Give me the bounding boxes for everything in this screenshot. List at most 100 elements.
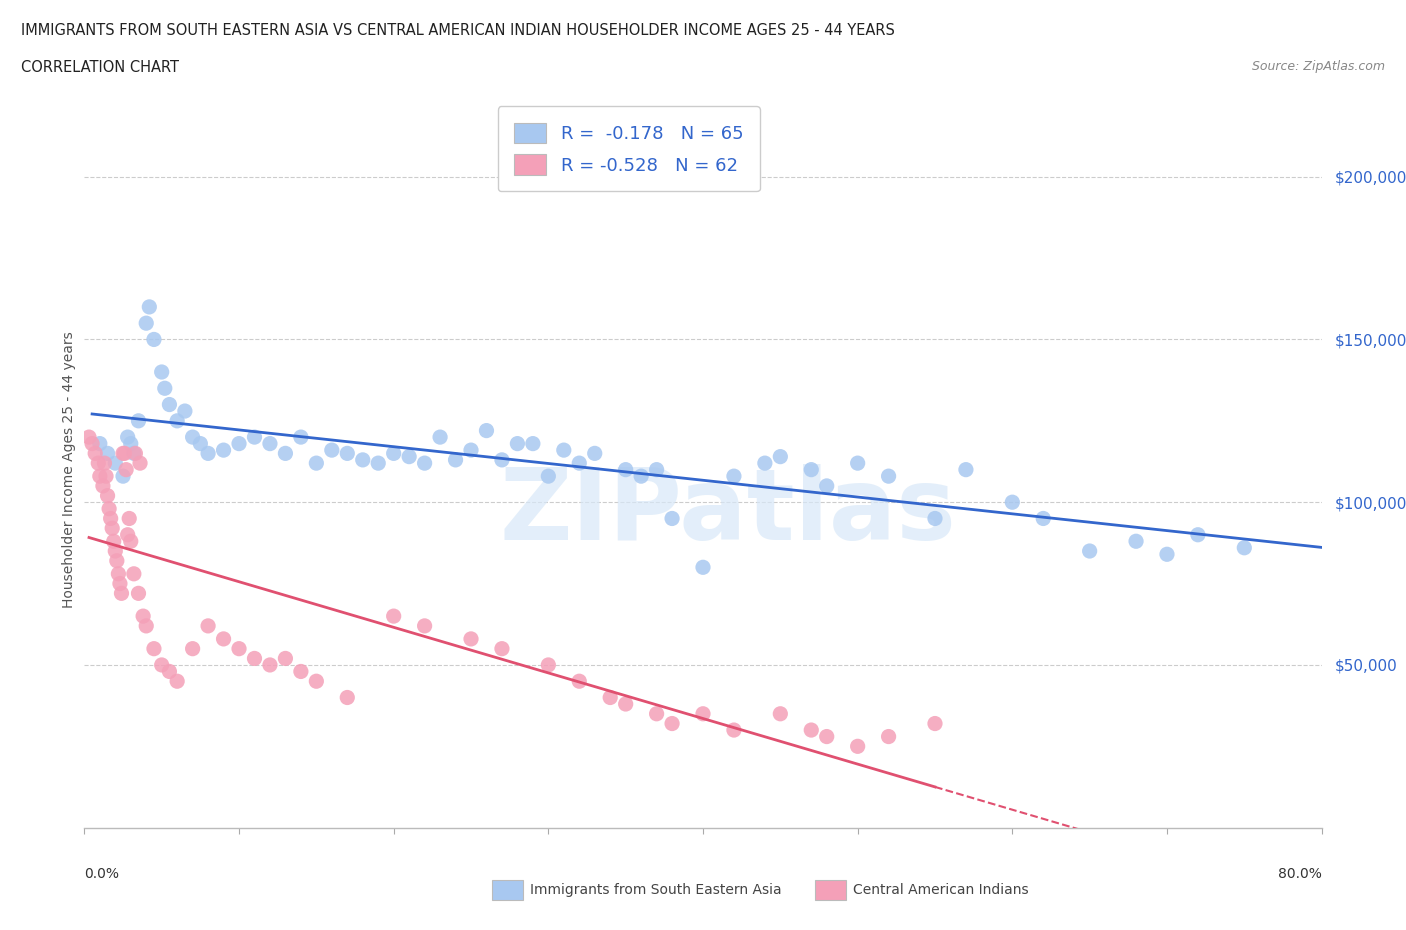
- Point: [568, 456, 591, 471]
- Point: [89, 469, 111, 484]
- Point: [84, 446, 107, 461]
- Legend: R =  -0.178   N = 65, R = -0.528   N = 62: R = -0.178 N = 65, R = -0.528 N = 62: [498, 106, 759, 192]
- Point: [1001, 495, 1024, 510]
- Point: [197, 446, 219, 461]
- Point: [537, 469, 560, 484]
- Point: [1156, 547, 1178, 562]
- Point: [117, 527, 139, 542]
- Point: [181, 642, 204, 657]
- Point: [274, 446, 297, 461]
- Point: [159, 397, 180, 412]
- Point: [506, 436, 529, 451]
- Point: [846, 456, 869, 471]
- Point: [93, 456, 115, 471]
- Point: [352, 453, 374, 468]
- Point: [122, 446, 145, 461]
- Point: [1078, 543, 1101, 558]
- Point: [924, 512, 946, 526]
- Point: [115, 462, 138, 477]
- Point: [274, 651, 297, 666]
- Point: [382, 446, 405, 461]
- Point: [197, 618, 219, 633]
- Point: [212, 631, 235, 646]
- Text: ZIPatlas: ZIPatlas: [499, 464, 956, 561]
- Point: [77, 430, 100, 445]
- Point: [568, 673, 591, 688]
- Point: [100, 512, 122, 526]
- Point: [82, 436, 104, 451]
- Point: [290, 664, 312, 679]
- Point: [800, 723, 823, 737]
- Point: [846, 738, 869, 753]
- Point: [491, 642, 513, 657]
- Point: [122, 566, 145, 581]
- Point: [104, 456, 127, 471]
- Point: [110, 586, 132, 601]
- Point: [305, 673, 328, 688]
- Text: IMMIGRANTS FROM SOUTH EASTERN ASIA VS CENTRAL AMERICAN INDIAN HOUSEHOLDER INCOME: IMMIGRANTS FROM SOUTH EASTERN ASIA VS CE…: [21, 23, 896, 38]
- Point: [491, 453, 513, 468]
- Y-axis label: Householder Income Ages 25 - 44 years: Householder Income Ages 25 - 44 years: [62, 331, 76, 608]
- Point: [96, 446, 118, 461]
- Point: [103, 534, 125, 549]
- Point: [127, 586, 149, 601]
- Point: [181, 430, 204, 445]
- Point: [166, 673, 188, 688]
- Point: [723, 469, 745, 484]
- Point: [132, 609, 155, 624]
- Point: [135, 316, 157, 331]
- Point: [259, 436, 281, 451]
- Point: [1125, 534, 1147, 549]
- Point: [614, 697, 637, 711]
- Point: [800, 462, 823, 477]
- Point: [877, 469, 900, 484]
- Point: [108, 576, 131, 591]
- Text: Immigrants from South Eastern Asia: Immigrants from South Eastern Asia: [530, 883, 782, 897]
- Point: [769, 449, 792, 464]
- Point: [96, 488, 118, 503]
- Point: [475, 423, 498, 438]
- Text: CORRELATION CHART: CORRELATION CHART: [21, 60, 179, 75]
- Point: [583, 446, 606, 461]
- Point: [101, 521, 124, 536]
- Point: [118, 512, 141, 526]
- Point: [815, 479, 838, 494]
- Point: [150, 365, 173, 379]
- Point: [336, 446, 359, 461]
- Point: [321, 443, 343, 458]
- Point: [522, 436, 544, 451]
- Point: [107, 566, 129, 581]
- Point: [243, 430, 266, 445]
- Point: [1187, 527, 1209, 542]
- Point: [129, 456, 152, 471]
- Point: [305, 456, 328, 471]
- Point: [150, 658, 173, 672]
- Point: [955, 462, 977, 477]
- Point: [98, 501, 121, 516]
- Point: [382, 609, 405, 624]
- Point: [1032, 512, 1054, 526]
- Point: [188, 436, 212, 451]
- Point: [553, 443, 575, 458]
- Point: [599, 690, 621, 705]
- Point: [228, 436, 250, 451]
- Point: [228, 642, 250, 657]
- Point: [460, 443, 482, 458]
- Point: [94, 469, 117, 484]
- Point: [243, 651, 266, 666]
- Point: [120, 436, 142, 451]
- Point: [166, 413, 188, 428]
- Point: [159, 664, 180, 679]
- Point: [87, 456, 110, 471]
- Point: [924, 716, 946, 731]
- Text: Source: ZipAtlas.com: Source: ZipAtlas.com: [1251, 60, 1385, 73]
- Point: [259, 658, 281, 672]
- Point: [877, 729, 900, 744]
- Point: [114, 446, 136, 461]
- Point: [723, 723, 745, 737]
- Point: [174, 404, 197, 418]
- Point: [661, 512, 683, 526]
- Point: [645, 462, 668, 477]
- Point: [537, 658, 560, 672]
- Point: [769, 707, 792, 722]
